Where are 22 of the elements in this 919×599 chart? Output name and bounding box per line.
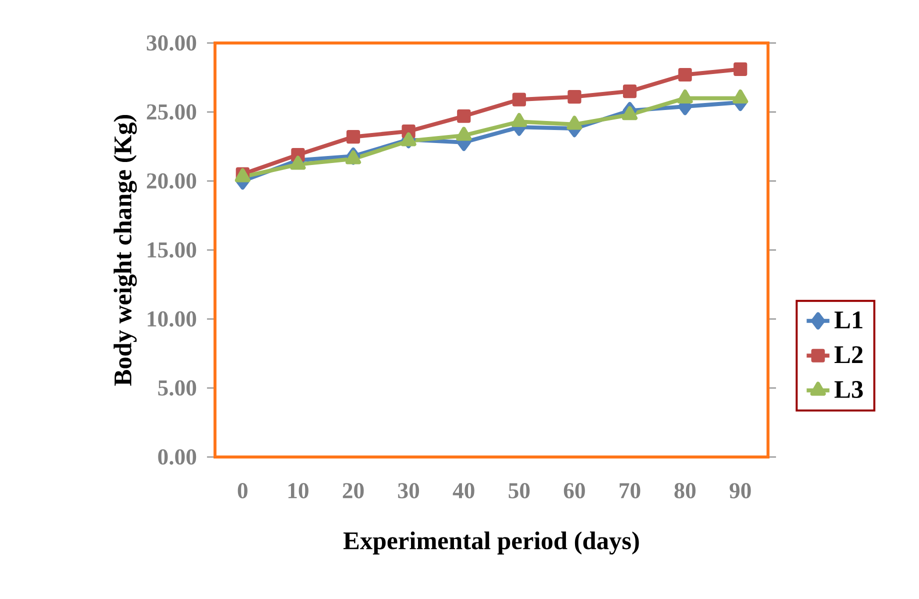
y-axis-title: Body weight change (Kg) (114, 114, 137, 386)
x-tick-label: 0 (238, 483, 248, 498)
y-tick-label: 30.00 (146, 35, 196, 51)
x-axis-title: Experimental period (days) (343, 532, 639, 555)
legend-label: L1 (834, 312, 862, 328)
x-tick-label: 60 (564, 483, 585, 498)
y-tick-label: 25.00 (146, 104, 196, 120)
x-tick-label: 30 (398, 483, 420, 498)
x-tick-label: 80 (674, 483, 696, 498)
x-tick-label: 10 (288, 483, 308, 498)
y-tick-label: 20.00 (146, 173, 196, 189)
x-tick-label: 20 (342, 483, 364, 498)
x-tick-label: 50 (508, 483, 530, 498)
legend-label: L2 (834, 346, 863, 364)
y-tick-label: 5.00 (158, 380, 196, 396)
y-tick-label: 0.00 (158, 449, 196, 465)
x-tick-label: 90 (730, 483, 751, 498)
legend-label: L3 (834, 381, 863, 398)
x-tick-label: 40 (452, 483, 474, 498)
y-tick-label: 10.00 (148, 311, 196, 327)
y-tick-label: 15.00 (148, 242, 196, 258)
x-tick-label: 70 (620, 483, 640, 498)
